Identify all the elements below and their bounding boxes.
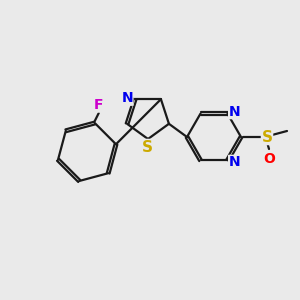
Text: O: O — [263, 152, 275, 166]
Text: N: N — [229, 155, 240, 170]
Text: N: N — [229, 105, 240, 118]
Text: N: N — [121, 91, 133, 105]
Text: F: F — [94, 98, 104, 112]
Text: S: S — [142, 140, 152, 154]
Text: S: S — [262, 130, 272, 145]
